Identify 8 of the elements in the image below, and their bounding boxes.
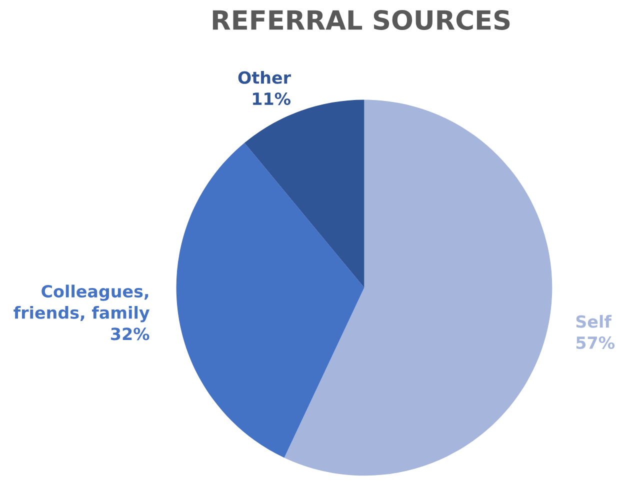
slice-label: Self [576,314,612,328]
data-label: 57% [576,336,615,350]
chart-title: REFERRAL SOURCES [212,10,510,30]
data-label: 32% [111,328,150,340]
data-label: 11% [253,92,290,106]
pie-slice [176,142,364,458]
slice-label: Other [238,70,291,84]
slice-label: Colleagues, friends, family [14,284,150,322]
